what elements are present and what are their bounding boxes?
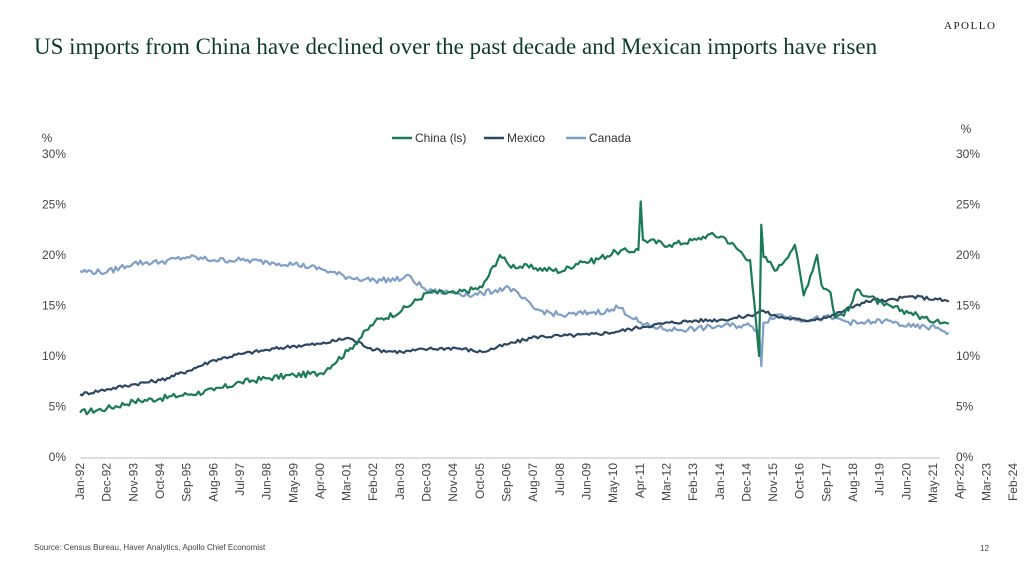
x-tick-label: Aug-18: [846, 463, 860, 502]
x-tick-label: Nov-15: [766, 463, 780, 502]
y-tick-label-left: 5%: [49, 400, 67, 414]
y-axis-label-right: %: [961, 122, 972, 136]
x-tick-label: Aug-07: [526, 463, 540, 502]
apollo-logo: APOLLO: [944, 20, 997, 32]
x-tick-label: May-10: [606, 463, 620, 503]
y-tick-label-right: 20%: [956, 248, 980, 262]
x-tick-label: Nov-93: [126, 463, 140, 502]
x-tick-label: Feb-02: [366, 463, 380, 501]
legend-label-china: China (ls): [415, 131, 466, 145]
x-tick-label: Jan-92: [73, 463, 87, 500]
y-tick-label-left: 25%: [42, 198, 66, 212]
y-tick-label-right: 10%: [956, 349, 980, 363]
x-tick-label: May-21: [926, 463, 940, 503]
legend-label-mexico: Mexico: [507, 131, 545, 145]
x-tick-label: Jul-08: [553, 463, 567, 496]
x-tick-label: Oct-94: [153, 463, 167, 499]
x-tick-label: Sep-17: [819, 463, 833, 502]
x-tick-label: Sep-95: [180, 463, 194, 502]
y-tick-label-left: 15%: [42, 299, 66, 313]
x-tick-label: Dec-92: [100, 463, 114, 502]
x-tick-label: Apr-11: [633, 463, 647, 498]
x-tick-label: Mar-12: [660, 463, 674, 501]
x-tick-label: Apr-22: [953, 463, 967, 499]
y-tick-label-right: 30%: [956, 147, 980, 161]
x-tick-label: Feb-13: [686, 463, 700, 501]
x-tick-label: Mar-01: [340, 463, 354, 501]
x-tick-label: Oct-05: [473, 463, 487, 499]
y-tick-label-left: 20%: [42, 248, 66, 262]
x-tick-label: Aug-96: [206, 463, 220, 502]
x-tick-label: Jan-14: [713, 463, 727, 500]
y-tick-label-left: 10%: [42, 349, 66, 363]
x-tick-label: May-99: [286, 463, 300, 503]
x-tick-label: Oct-16: [793, 463, 807, 499]
x-tick-label: Jan-03: [393, 463, 407, 500]
page-title: US imports from China have declined over…: [34, 34, 878, 59]
x-tick-label: Jun-09: [580, 463, 594, 500]
legend-label-canada: Canada: [589, 131, 631, 145]
x-tick-label: Apr-00: [313, 463, 327, 499]
x-tick-label: Dec-14: [739, 463, 753, 502]
x-tick-label: Jul-19: [873, 463, 887, 496]
page-number: 12: [980, 544, 989, 553]
y-tick-label-right: 15%: [956, 299, 980, 313]
y-tick-label-left: 30%: [42, 147, 66, 161]
x-tick-label: Nov-04: [446, 463, 460, 502]
x-tick-label: Jul-97: [233, 463, 247, 496]
source-note: Source: Census Bureau, Haver Analytics, …: [34, 543, 266, 552]
x-tick-label: Jun-20: [899, 463, 913, 500]
series-line-mexico: [79, 294, 950, 397]
y-tick-label-left: 0%: [49, 450, 67, 464]
x-tick-label: Sep-06: [500, 463, 514, 502]
y-tick-label-right: 25%: [956, 198, 980, 212]
x-tick-label: Dec-03: [420, 463, 434, 502]
x-tick-label: Mar-23: [979, 463, 993, 501]
series-line-china: [79, 200, 950, 416]
y-tick-label-right: 5%: [956, 400, 974, 414]
x-tick-label: Jun-98: [260, 463, 274, 500]
x-tick-label: Feb-24: [1006, 463, 1020, 501]
y-tick-label-right: 0%: [956, 450, 974, 464]
y-axis-label-left: %: [42, 131, 53, 145]
